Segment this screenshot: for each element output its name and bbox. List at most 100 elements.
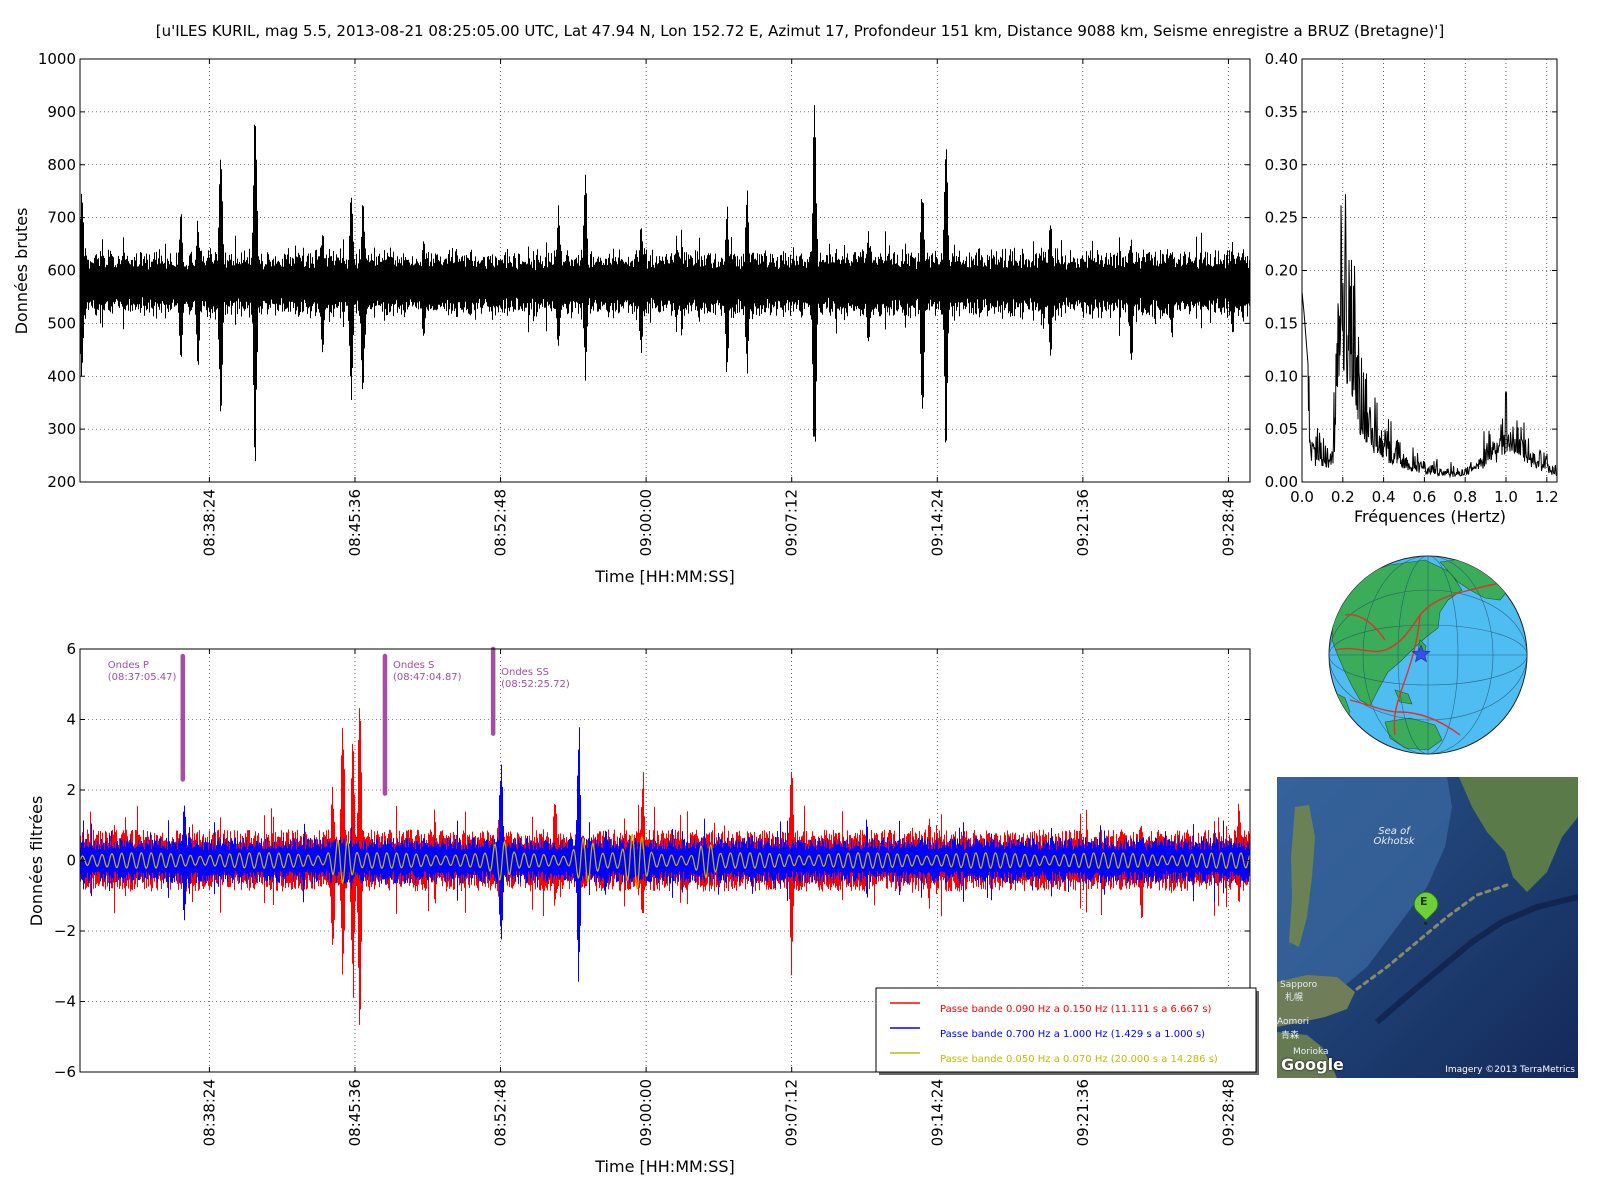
raw-y-tick-label: 600 (47, 262, 76, 280)
spectrum-x-tick-label: 1.0 (1494, 488, 1518, 506)
raw-x-axis: 08:38:24 08:45:36 08:52:48 09:00:00 09:07:12… (200, 59, 1237, 556)
raw-y-tick-label: 800 (47, 156, 76, 174)
spectrum-y-tick-label: 0.05 (1265, 420, 1298, 438)
spectrum-y-tick-label: 0.15 (1265, 314, 1298, 332)
map-city-morioka: Morioka (1293, 1047, 1329, 1057)
filtered-y-tick-label: 6 (66, 640, 76, 658)
spectrum-x-tick-label: 0.0 (1290, 488, 1314, 506)
raw-y-tick-label: 1000 (38, 50, 76, 68)
raw-x-tick-label: 08:45:36 (346, 489, 364, 556)
spectrum-x-tick-label: 0.4 (1372, 488, 1396, 506)
globe-land-eurasia (1331, 559, 1463, 707)
filtered-y-tick-label: 0 (66, 852, 76, 870)
map-sea-label: Sea of Okhotsk (1364, 827, 1424, 847)
filtered-x-tick-label: 09:07:12 (783, 1079, 801, 1146)
spectrum-y-axis: 0.00 0.05 0.10 0.15 0.20 0.25 0.30 0.35 0.40 (1265, 50, 1557, 491)
filtered-x-tick-label: 08:38:24 (200, 1079, 218, 1146)
spectrum-y-tick-label: 0.30 (1265, 156, 1298, 174)
figure-title: [u'ILES KURIL, mag 5.5, 2013-08-21 08:25… (156, 22, 1445, 40)
legend-entry-0: Passe bande 0.090 Hz a 0.150 Hz (11.111 … (940, 1004, 1212, 1015)
wave-label-2: Ondes SS (501, 667, 549, 678)
filtered-x-tick-label: 09:14:24 (928, 1079, 946, 1146)
star-icon (1411, 644, 1431, 663)
map-city-sapporo: Sapporo (1280, 980, 1318, 990)
map-land-sakhalin (1289, 805, 1315, 947)
spectrum-y-tick-label: 0.40 (1265, 50, 1298, 68)
filtered-x-tick-label: 09:21:36 (1074, 1079, 1092, 1146)
legend-entry-1: Passe bande 0.700 Hz a 1.000 Hz (1.429 s… (940, 1029, 1205, 1040)
wave-label-1: Ondes S (393, 660, 434, 671)
map-land-kamchatka (1459, 777, 1578, 892)
spectrum-panel: 0.00 0.05 0.10 0.15 0.20 0.25 0.30 0.35 0.40 0.0… (1265, 50, 1559, 526)
raw-x-tick-label: 09:14:24 (928, 489, 946, 556)
spectrum-y-tick-label: 0.10 (1265, 367, 1298, 385)
map-sea-label-line-2: Okhotsk (1373, 836, 1415, 847)
raw-y-tick-label: 400 (47, 367, 76, 385)
spectrum-x-tick-label: 0.6 (1412, 488, 1436, 506)
map-marker-letter: E (1420, 895, 1428, 908)
map-okhotsk-shelf (1277, 777, 1452, 997)
map-marker-dot (1424, 922, 1427, 925)
spectrum-x-tick-label: 0.2 (1331, 488, 1355, 506)
wave-time-2: (08:52:25.72) (501, 679, 570, 690)
legend-entry-2: Passe bande 0.050 Hz a 0.070 Hz (20.000 … (940, 1054, 1218, 1065)
filtered-y-tick-label: −4 (54, 993, 76, 1011)
filtered-y-tick-label: 2 (66, 781, 76, 799)
spectrum-y-tick-label: 0.35 (1265, 103, 1298, 121)
map-google-logo: Google (1281, 1055, 1344, 1074)
spectrum-x-axis-label: Fréquences (Hertz) (1354, 507, 1506, 526)
spectrum-line (1301, 194, 1557, 479)
globe-map (1328, 555, 1528, 770)
raw-y-axis: 200 300 400 500 600 700 800 900 1000 (38, 50, 1250, 491)
filtered-x-axis-label: Time [HH:MM:SS] (594, 1157, 735, 1176)
map-kuril-islands (1355, 883, 1509, 991)
filtered-y-axis: −6 −4 −2 0 2 4 6 (54, 640, 1250, 1081)
map-city-aomori: Aomori (1277, 1017, 1309, 1027)
filtered-y-axis-label: Données filtrées (27, 796, 46, 927)
map-city-sapporo-native: 札幌 (1285, 993, 1304, 1003)
wave-time-1: (08:47:04.87) (393, 672, 462, 683)
map-kuril-trench (1375, 894, 1578, 1025)
wave-annotations: Ondes P(08:37:05.47) Ondes S(08:47:04.87)… (108, 646, 570, 796)
raw-x-tick-label: 09:28:48 (1219, 489, 1237, 556)
raw-y-tick-label: 900 (47, 103, 76, 121)
map-attribution: Imagery ©2013 TerraMetrics (1445, 1065, 1575, 1075)
raw-y-tick-label: 700 (47, 209, 76, 227)
map-sea-label-line-1: Sea of (1378, 826, 1410, 837)
spectrum-y-tick-label: 0.25 (1265, 209, 1298, 227)
map-city-aomori-native: 青森 (1281, 1031, 1300, 1041)
spectrum-x-tick-label: 1.2 (1535, 488, 1559, 506)
raw-y-tick-label: 500 (47, 314, 76, 332)
raw-x-tick-label: 09:21:36 (1074, 489, 1092, 556)
raw-seismogram-line (80, 105, 1250, 462)
spectrum-x-axis: 0.0 0.2 0.4 0.6 0.8 1.0 1.2 (1290, 477, 1559, 506)
raw-y-tick-label: 200 (47, 473, 76, 491)
raw-y-axis-label: Données brutes (12, 208, 31, 335)
raw-x-tick-label: 08:52:48 (492, 489, 510, 556)
filtered-data-panel: Ondes P(08:37:05.47) Ondes S(08:47:04.87)… (27, 640, 1259, 1176)
filtered-y-tick-label: −2 (54, 922, 76, 940)
raw-x-tick-label: 09:00:00 (637, 489, 655, 556)
raw-y-tick-label: 300 (47, 420, 76, 438)
filtered-y-tick-label: 4 (66, 711, 76, 729)
filtered-y-tick-label: −6 (54, 1063, 76, 1081)
filtered-x-tick-label: 09:00:00 (637, 1079, 655, 1146)
globe-antarctica (1340, 760, 1515, 770)
raw-x-axis-label: Time [HH:MM:SS] (594, 567, 735, 586)
filtered-x-tick-label: 09:28:48 (1219, 1079, 1237, 1146)
filtered-x-axis: 08:38:24 08:45:36 08:52:48 09:00:00 09:07:12… (200, 649, 1237, 1146)
wave-time-0: (08:37:05.47) (108, 672, 177, 683)
raw-x-tick-label: 09:07:12 (783, 489, 801, 556)
map-land-hokkaido (1277, 975, 1355, 1027)
raw-x-tick-label: 08:38:24 (200, 489, 218, 556)
satellite-map: Sea of Okhotsk E Sapporo 札幌 Aomori 青森 Mo… (1277, 777, 1578, 1078)
globe-graticule (1329, 556, 1527, 754)
spectrum-y-tick-label: 0.20 (1265, 262, 1298, 280)
globe-plate-boundaries (1334, 582, 1521, 736)
spectrum-grid (1301, 58, 1557, 483)
filtered-series-yellow-line (79, 833, 1251, 890)
spectrum-y-tick-label: 0.00 (1265, 473, 1298, 491)
spectrum-x-tick-label: 0.8 (1453, 488, 1477, 506)
